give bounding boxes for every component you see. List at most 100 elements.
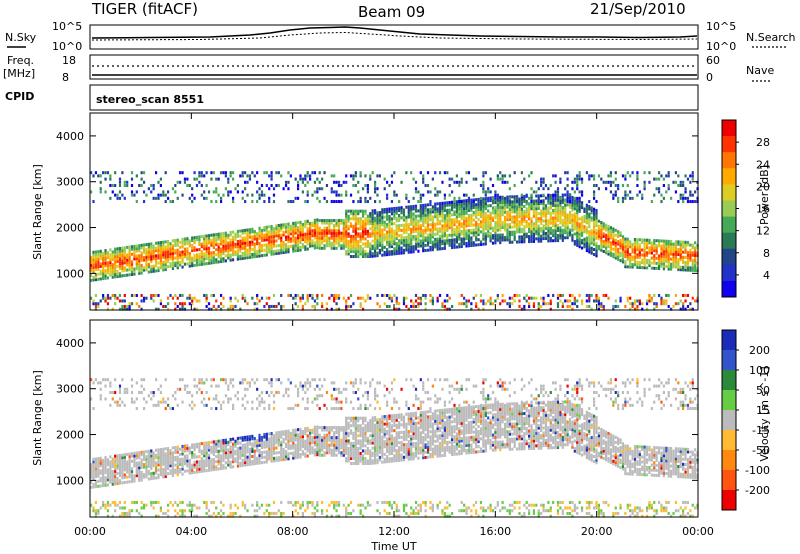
power-cell bbox=[672, 242, 675, 246]
power-cell bbox=[487, 209, 490, 213]
power-cell bbox=[316, 233, 319, 237]
power-cell bbox=[549, 226, 552, 230]
velocity-cell bbox=[118, 479, 122, 483]
power-cell bbox=[311, 229, 314, 233]
power-cell bbox=[636, 184, 639, 188]
power-cell bbox=[540, 227, 543, 231]
power-cell bbox=[458, 302, 461, 306]
power-cell bbox=[434, 245, 437, 249]
power-cell bbox=[451, 208, 454, 212]
power-cell bbox=[349, 209, 353, 213]
power-cell bbox=[684, 190, 687, 194]
power-cell bbox=[463, 222, 466, 226]
power-cell bbox=[398, 241, 401, 245]
power-cell bbox=[111, 265, 114, 269]
power-cell bbox=[402, 208, 406, 212]
power-cell bbox=[328, 226, 331, 230]
power-cell bbox=[463, 302, 466, 306]
velocity-cell bbox=[92, 506, 95, 510]
power-cell bbox=[612, 227, 615, 231]
power-cell bbox=[556, 193, 560, 197]
power-cell bbox=[650, 299, 653, 303]
power-cell bbox=[92, 278, 95, 282]
power-cell bbox=[253, 229, 256, 233]
power-cell bbox=[260, 228, 264, 232]
power-cell bbox=[460, 200, 463, 204]
power-cell bbox=[686, 293, 690, 297]
power-cell bbox=[648, 299, 651, 303]
power-cell bbox=[135, 244, 138, 248]
velocity-cell bbox=[126, 480, 129, 484]
velocity-cell bbox=[176, 387, 179, 391]
power-cell bbox=[689, 180, 692, 184]
power-cell bbox=[186, 254, 189, 258]
power-cell bbox=[376, 193, 379, 197]
power-cell bbox=[287, 250, 290, 254]
power-cell bbox=[92, 250, 95, 254]
power-cell bbox=[378, 200, 381, 204]
power-cell bbox=[265, 253, 268, 257]
power-cell bbox=[443, 226, 446, 230]
power-cell bbox=[499, 171, 502, 175]
power-cell bbox=[167, 257, 170, 261]
power-cell bbox=[511, 225, 514, 229]
velocity-cell bbox=[193, 384, 196, 388]
power-cell bbox=[244, 236, 247, 240]
power-cell bbox=[412, 245, 415, 249]
power-cell bbox=[299, 233, 302, 237]
velocity-cell bbox=[179, 447, 182, 451]
power-cell bbox=[482, 190, 485, 194]
power-cell bbox=[337, 244, 341, 248]
power-cell bbox=[354, 234, 357, 238]
velocity-cell bbox=[186, 384, 189, 388]
power-cell bbox=[340, 234, 343, 238]
power-cell bbox=[422, 213, 425, 217]
power-cell bbox=[434, 171, 437, 175]
power-cell bbox=[200, 255, 203, 259]
freq-panel: Freq. [MHz] 18 8 60 0 Nave bbox=[3, 54, 774, 84]
power-cell bbox=[133, 293, 136, 297]
velocity-cell bbox=[171, 394, 175, 398]
power-cell bbox=[354, 227, 357, 231]
velocity-cell bbox=[152, 500, 155, 504]
velocity-cell bbox=[154, 403, 158, 407]
power-cell bbox=[376, 293, 379, 297]
power-cell bbox=[682, 200, 685, 204]
power-cell bbox=[97, 262, 100, 266]
velocity-cell bbox=[114, 503, 117, 507]
velocity-cell bbox=[169, 500, 172, 504]
power-cell bbox=[205, 244, 208, 248]
power-cell bbox=[417, 296, 420, 300]
power-cell bbox=[114, 252, 117, 256]
power-cell bbox=[215, 177, 218, 181]
power-cell bbox=[268, 304, 271, 308]
power-cell bbox=[395, 206, 398, 210]
power-cell bbox=[395, 242, 398, 246]
power-cell bbox=[686, 177, 690, 181]
power-cell bbox=[369, 212, 372, 216]
power-cell bbox=[270, 232, 273, 236]
power-cell bbox=[265, 235, 268, 239]
power-cell bbox=[251, 255, 254, 259]
power-cell bbox=[465, 299, 468, 303]
velocity-cell bbox=[145, 450, 148, 454]
power-cell bbox=[323, 244, 326, 248]
power-cell bbox=[313, 221, 317, 225]
power-cell bbox=[251, 227, 254, 231]
power-cell bbox=[451, 203, 454, 207]
power-cell bbox=[475, 293, 478, 297]
power-cell bbox=[157, 256, 160, 260]
power-cell bbox=[648, 293, 651, 297]
power-cell bbox=[152, 267, 155, 271]
power-cell bbox=[287, 240, 290, 244]
power-cell bbox=[491, 184, 495, 188]
power-cell bbox=[157, 241, 160, 245]
power-cell bbox=[460, 302, 463, 306]
power-cell bbox=[215, 190, 218, 194]
power-cell bbox=[229, 304, 232, 308]
power-cell bbox=[345, 304, 348, 308]
power-cell bbox=[400, 246, 403, 250]
power-cell bbox=[239, 242, 242, 246]
power-cell bbox=[402, 216, 406, 220]
velocity-cell bbox=[169, 407, 172, 411]
